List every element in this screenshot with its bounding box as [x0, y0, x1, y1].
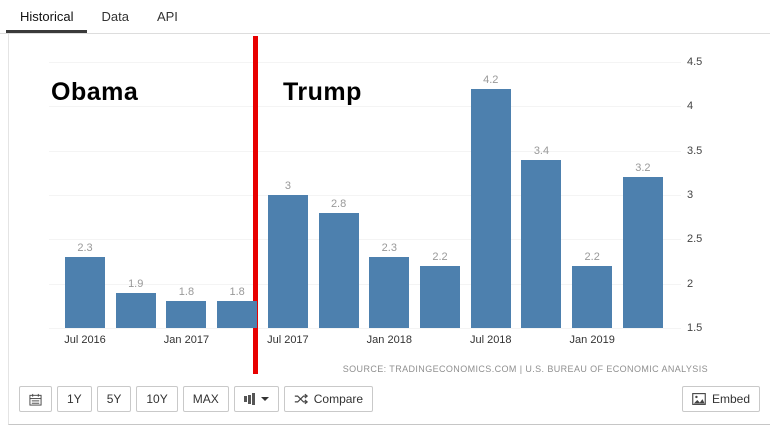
gridline	[49, 328, 681, 329]
compare-label: Compare	[313, 392, 364, 406]
range-10y-button[interactable]: 10Y	[136, 386, 178, 412]
x-axis-label: Jan 2019	[569, 334, 615, 346]
bars-container: 2.3 Jul 2016 1.9 1.8 Jan 2017 1.8 3 Jul 2017 2.8…	[64, 73, 663, 346]
chart-bar-group: 2.3 Jul 2016	[64, 242, 106, 346]
chart-type-button[interactable]	[233, 386, 279, 412]
chart-bar-group: 2.8	[318, 197, 359, 328]
bar-value-label: 2.3	[77, 242, 93, 255]
chart-panel: Obama Trump 2.3 Jul 2016 1.9 1.8 Jan 2017 1.8…	[8, 34, 770, 425]
bar-value-label: 2.3	[381, 242, 397, 255]
bar-value-label: 2.2	[432, 250, 448, 263]
chart-bar[interactable]	[470, 88, 511, 328]
chart-bar[interactable]	[572, 265, 613, 328]
chart-bar[interactable]	[217, 301, 258, 328]
x-axis-label: Jul 2018	[469, 334, 512, 346]
bar-chart-type-icon	[243, 393, 255, 405]
obama-annotation: Obama	[51, 78, 139, 106]
chart-bar[interactable]	[369, 257, 410, 328]
caret-down-icon	[260, 397, 269, 401]
trump-annotation: Trump	[283, 78, 362, 106]
y-axis-label: 3.5	[687, 144, 703, 157]
date-range-button[interactable]	[19, 386, 52, 412]
gridline	[49, 195, 681, 196]
chart-bar[interactable]	[521, 159, 562, 328]
shuffle-icon	[294, 393, 308, 405]
x-axis-label: Jul 2017	[267, 334, 309, 346]
chart-bar-group: 2.2	[420, 250, 461, 328]
tab-historical[interactable]: Historical	[6, 0, 88, 33]
embed-button[interactable]: Embed	[681, 386, 760, 412]
y-axis-label: 4.5	[687, 56, 703, 68]
range-5y-button[interactable]: 5Y	[96, 386, 132, 412]
embed-label: Embed	[711, 392, 750, 406]
chart-toolbar: 1Y 5Y 10Y MAX Compare	[19, 386, 374, 412]
tab-api[interactable]: API	[156, 9, 178, 24]
gridline	[49, 283, 681, 285]
y-axis-label: 4	[687, 100, 694, 113]
y-axis-label: 3	[687, 189, 694, 201]
chart-bar[interactable]	[420, 265, 461, 328]
bar-value-label: 2.8	[330, 197, 347, 210]
calendar-icon	[29, 393, 42, 406]
chart-bar-group: 3.2	[622, 162, 663, 328]
bar-value-label: 1.9	[128, 277, 144, 290]
compare-button[interactable]: Compare	[283, 386, 374, 412]
chart-bar-group: 3.4	[521, 144, 562, 328]
y-axis-label: 2.5	[687, 233, 703, 246]
tab-bar: Historical Data API	[0, 0, 770, 34]
bar-value-label: 4.2	[483, 73, 499, 86]
chart-bar-group: 1.8	[217, 286, 258, 328]
gridline	[49, 62, 681, 63]
tab-data[interactable]: Data	[101, 9, 129, 24]
range-max-button[interactable]: MAX	[182, 386, 229, 412]
chart-bar[interactable]	[267, 195, 308, 328]
bar-value-label: 3.4	[533, 144, 550, 157]
chart-bar[interactable]	[115, 292, 156, 328]
gridline	[49, 239, 681, 241]
gridline	[49, 106, 681, 108]
chart-bar-group: 2.2 Jan 2019	[570, 250, 615, 346]
bar-value-label: 2.2	[584, 250, 600, 263]
bar-value-label: 3	[284, 180, 291, 192]
chart-bar[interactable]	[622, 177, 663, 328]
bar-value-label: 1.8	[229, 286, 245, 299]
x-axis-label: Jul 2016	[64, 334, 106, 346]
x-axis-label: Jan 2017	[163, 334, 210, 346]
chart-bar-group: 3 Jul 2017	[267, 180, 309, 346]
gridline	[49, 150, 681, 152]
range-1y-button[interactable]: 1Y	[57, 386, 92, 412]
chart-bar-group: 2.3 Jan 2018	[367, 242, 412, 346]
x-axis-label: Jan 2018	[366, 334, 412, 346]
y-axis-label: 1.5	[687, 322, 703, 334]
chart-bar-group: 1.9	[115, 277, 156, 328]
chart-bar-group: 4.2 Jul 2018	[470, 73, 512, 346]
bar-value-label: 3.2	[635, 162, 651, 175]
y-axis-label: 2	[687, 277, 694, 290]
bar-value-label: 1.8	[178, 286, 195, 299]
chart-bar-group: 1.8 Jan 2017	[164, 286, 209, 346]
chart-bar[interactable]	[318, 212, 359, 328]
image-icon	[692, 393, 706, 405]
source-attribution: SOURCE: TRADINGECONOMICS.COM | U.S. BURE…	[342, 364, 708, 374]
era-divider-line	[253, 36, 258, 374]
chart-bar[interactable]	[166, 301, 207, 328]
chart-bar[interactable]	[65, 257, 105, 328]
